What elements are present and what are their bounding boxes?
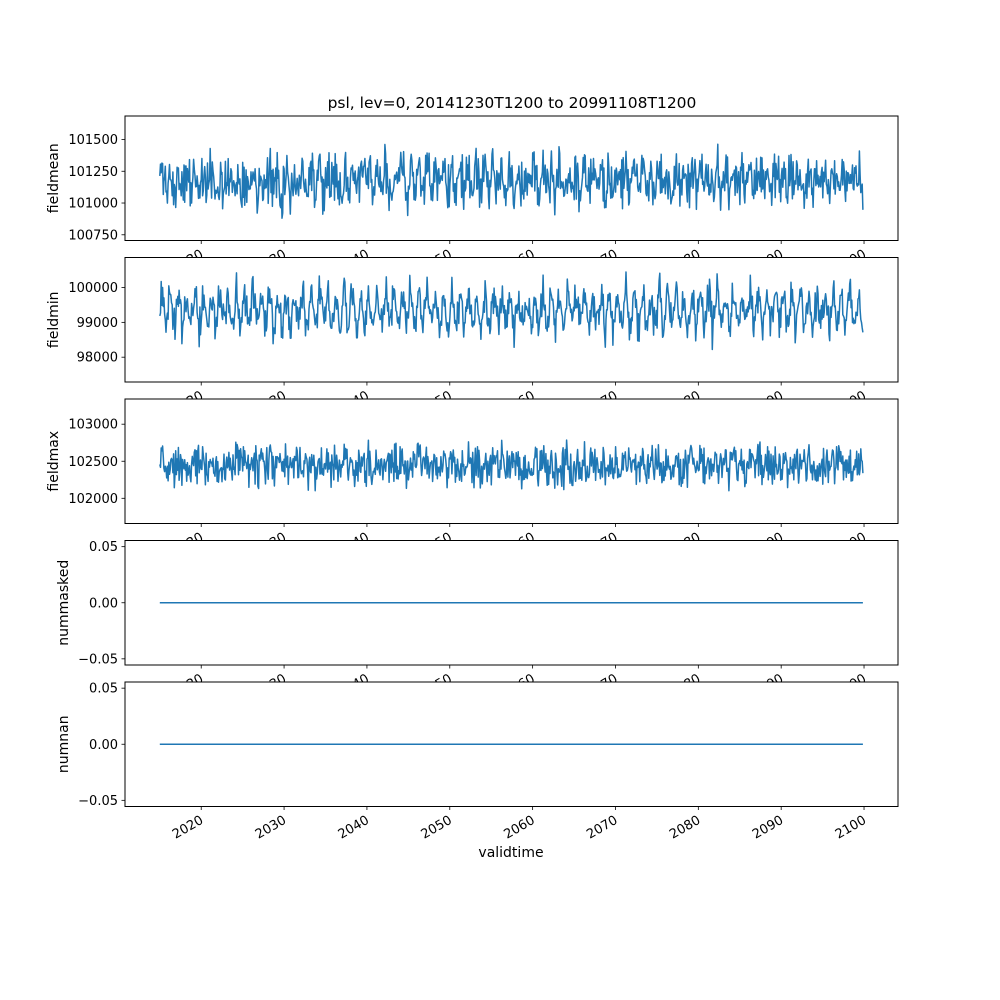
x-tick-label: 2030 [253, 813, 289, 843]
chart-title: psl, lev=0, 20141230T1200 to 20991108T12… [328, 94, 697, 112]
y-tick-label: 100000 [68, 281, 118, 296]
data-line-fieldmax [159, 439, 864, 492]
y-tick-label: 103000 [68, 418, 118, 433]
data-line-fieldmean [159, 143, 864, 219]
y-tick-label: 101500 [68, 133, 118, 148]
subplot-nummasked: −0.050.000.05202020302040205020602070208… [56, 540, 899, 701]
subplot-fieldmean: 1007501010001012501015002020203020402050… [46, 115, 899, 277]
data-line-fieldmin [159, 271, 864, 351]
subplots-group: 100750 101000 101250 101500 2020 2030 2040 2050… [46, 115, 899, 843]
y-tick-label: 0.05 [89, 682, 118, 697]
y-tick-label: 102500 [68, 455, 118, 470]
y-tick-label: 0.00 [89, 596, 118, 611]
x-tick-label: 2040 [336, 813, 372, 843]
y-tick-label: 101000 [68, 197, 118, 212]
y-tick-label: 0.05 [89, 540, 118, 555]
y-tick-label: −0.05 [78, 652, 118, 667]
y-tick-label: 102000 [68, 492, 118, 507]
subplot-numnan: −0.05 0.00 0.05 2020 2030 2040 2050 2060 2070 208… [56, 681, 899, 843]
y-tick-label: −0.05 [78, 794, 118, 809]
subplot-fieldmax: 1020001025001030002020203020402050206020… [46, 398, 899, 560]
x-tick-label: 2050 [419, 813, 455, 843]
x-tick-label: 2080 [667, 813, 703, 843]
x-tick-label: 2020 [170, 813, 206, 843]
y-tick-label: 99000 [77, 316, 118, 331]
y-axis-title: numnan [56, 715, 72, 773]
y-tick-label: 0.00 [89, 738, 118, 753]
subplot-fieldmin: 9800099000100000202020302040205020602070… [46, 257, 899, 418]
x-tick-label: 2090 [750, 813, 786, 843]
x-tick-label: 2070 [584, 813, 620, 843]
x-tick-label: 2060 [501, 813, 537, 843]
y-tick-label: 98000 [77, 351, 118, 366]
y-axis-title: fieldmin [46, 291, 62, 348]
y-axis-title: fieldmax [46, 431, 62, 492]
y-tick-label: 101250 [68, 165, 118, 180]
x-axis-title: validtime [478, 845, 543, 861]
y-axis-title: nummasked [56, 560, 72, 646]
y-tick-label: 100750 [68, 228, 118, 243]
x-tick-label: 2100 [833, 813, 869, 843]
y-axis-title: fieldmean [46, 143, 62, 213]
